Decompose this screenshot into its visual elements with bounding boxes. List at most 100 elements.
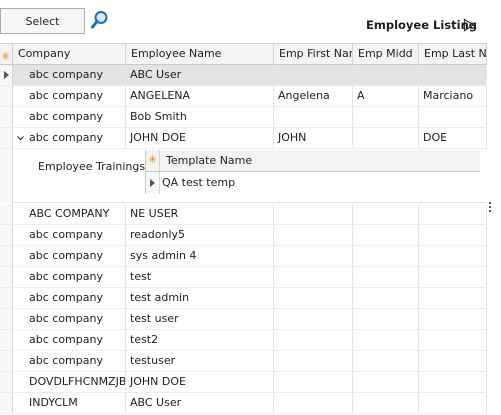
cell-last-name[interactable]: DOE [419, 128, 487, 148]
cell-middle[interactable] [353, 309, 419, 329]
table-row[interactable]: abc company test admin [0, 288, 487, 309]
cell-middle[interactable] [353, 128, 419, 148]
cell-last-name[interactable] [419, 351, 487, 371]
cell-middle[interactable] [353, 393, 419, 413]
table-row[interactable]: abc company ANGELENA Angelena A Marciano [0, 86, 487, 107]
cell-last-name[interactable] [419, 393, 487, 413]
cell-employee-name[interactable]: test user [126, 309, 274, 329]
cell-middle[interactable] [353, 65, 419, 85]
cell-employee-name[interactable]: testuser [126, 351, 274, 371]
cell-employee-name[interactable]: JOHN DOE [126, 128, 274, 148]
cell-middle[interactable]: A [353, 86, 419, 106]
cell-employee-name[interactable]: readonly5 [126, 225, 274, 245]
cell-employee-name[interactable]: test admin [126, 288, 274, 308]
cell-first-name[interactable]: JOHN [274, 128, 353, 148]
cell-last-name[interactable] [419, 372, 487, 392]
cell-template-name[interactable]: QA test temp [162, 176, 236, 189]
detail-label[interactable]: Employee Trainings [38, 160, 146, 173]
row-indicator [0, 128, 13, 148]
table-row[interactable]: abc company testuser [0, 351, 487, 372]
cell-employee-name[interactable]: ABC User [126, 393, 274, 413]
table-row[interactable]: INDYCLM ABC User [0, 393, 487, 414]
cell-first-name[interactable]: Angelena [274, 86, 353, 106]
cell-first-name[interactable] [274, 288, 353, 308]
cell-company[interactable]: INDYCLM [13, 393, 126, 413]
row-indicator [0, 309, 13, 329]
play-icon[interactable] [463, 18, 475, 32]
table-row[interactable]: ABC COMPANY NE USER [0, 204, 487, 225]
cell-company[interactable]: ABC COMPANY [13, 204, 126, 224]
table-row[interactable]: abc company test [0, 267, 487, 288]
cell-company[interactable]: abc company [13, 128, 126, 148]
cell-first-name[interactable] [274, 393, 353, 413]
cell-company[interactable]: abc company [13, 246, 126, 266]
cell-last-name[interactable] [419, 309, 487, 329]
cell-middle[interactable] [353, 330, 419, 350]
cell-last-name[interactable] [419, 267, 487, 287]
search-icon[interactable] [91, 10, 109, 30]
cell-company[interactable]: abc company [13, 86, 126, 106]
cell-employee-name[interactable]: NE USER [126, 204, 274, 224]
table-row[interactable]: abc company Bob Smith [0, 107, 487, 128]
table-row[interactable]: abc company ABC User [0, 65, 487, 86]
cell-first-name[interactable] [274, 246, 353, 266]
cell-first-name[interactable] [274, 309, 353, 329]
cell-middle[interactable] [353, 107, 419, 127]
cell-employee-name[interactable]: test [126, 267, 274, 287]
col-header-emp-first-name[interactable]: Emp First Nar [274, 44, 353, 65]
cell-company[interactable]: abc company [13, 65, 126, 85]
cell-middle[interactable] [353, 246, 419, 266]
cell-first-name[interactable] [274, 330, 353, 350]
cell-first-name[interactable] [274, 107, 353, 127]
cell-last-name[interactable] [419, 330, 487, 350]
cell-company[interactable]: abc company [13, 267, 126, 287]
cell-employee-name[interactable]: ANGELENA [126, 86, 274, 106]
cell-middle[interactable] [353, 288, 419, 308]
cell-company[interactable]: abc company [13, 351, 126, 371]
cell-last-name[interactable] [419, 246, 487, 266]
cell-company[interactable]: DOVDLFHCNMZJBI [13, 372, 126, 392]
cell-middle[interactable] [353, 372, 419, 392]
cell-employee-name[interactable]: Bob Smith [126, 107, 274, 127]
cell-middle[interactable] [353, 267, 419, 287]
cell-middle[interactable] [353, 225, 419, 245]
cell-company[interactable]: abc company [13, 107, 126, 127]
cell-first-name[interactable] [274, 267, 353, 287]
cell-employee-name[interactable]: JOHN DOE [126, 372, 274, 392]
cell-company[interactable]: abc company [13, 309, 126, 329]
cell-last-name[interactable] [419, 65, 487, 85]
cell-middle[interactable] [353, 351, 419, 371]
subgrid-row[interactable]: QA test temp [146, 172, 480, 194]
cell-company[interactable]: abc company [13, 330, 126, 350]
cell-first-name[interactable] [274, 204, 353, 224]
cell-first-name[interactable] [274, 372, 353, 392]
col-header-employee-name[interactable]: Employee Name [126, 44, 274, 65]
cell-employee-name[interactable]: test2 [126, 330, 274, 350]
col-header-emp-middle[interactable]: Emp Midd [353, 44, 419, 65]
table-row[interactable]: abc company test user [0, 309, 487, 330]
cell-last-name[interactable] [419, 225, 487, 245]
cell-company[interactable]: abc company [13, 225, 126, 245]
cell-middle[interactable] [353, 204, 419, 224]
table-row[interactable]: DOVDLFHCNMZJBI JOHN DOE [0, 372, 487, 393]
cell-last-name[interactable] [419, 288, 487, 308]
cell-employee-name[interactable]: sys admin 4 [126, 246, 274, 266]
more-options-icon[interactable] [489, 202, 492, 213]
table-row[interactable]: abc company JOHN DOE JOHN DOE [0, 128, 487, 149]
cell-first-name[interactable] [274, 65, 353, 85]
select-button[interactable]: Select [0, 8, 85, 34]
table-row[interactable]: abc company sys admin 4 [0, 246, 487, 267]
cell-last-name[interactable] [419, 204, 487, 224]
table-row[interactable]: abc company test2 [0, 330, 487, 351]
col-header-template-name[interactable]: Template Name [166, 154, 253, 167]
cell-first-name[interactable] [274, 225, 353, 245]
table-row[interactable]: abc company readonly5 [0, 225, 487, 246]
collapse-chevron-icon[interactable] [17, 135, 24, 142]
col-header-emp-last-name[interactable]: Emp Last N [419, 44, 487, 65]
cell-company[interactable]: abc company [13, 288, 126, 308]
cell-employee-name[interactable]: ABC User [126, 65, 274, 85]
cell-last-name[interactable]: Marciano [419, 86, 487, 106]
col-header-company[interactable]: Company [13, 44, 126, 65]
cell-first-name[interactable] [274, 351, 353, 371]
cell-last-name[interactable] [419, 107, 487, 127]
